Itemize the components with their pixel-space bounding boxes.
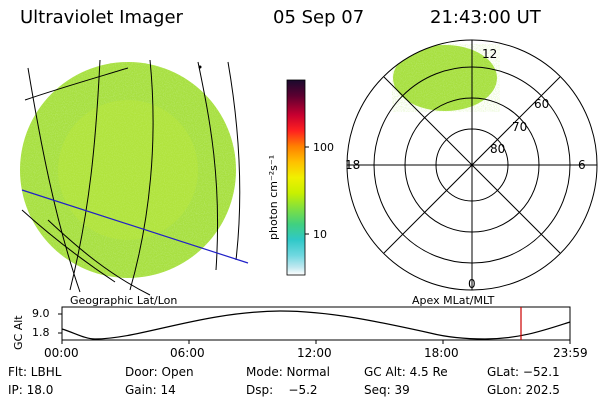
polar-dial-panel (346, 39, 598, 291)
mlat-label-70: 70 (512, 120, 528, 134)
apex-caption: Apex MLat/MLT (412, 294, 495, 307)
xtick-0600: 06:00 (170, 346, 205, 360)
terminator-line (21, 189, 249, 264)
colorbar-tick-100: 100 (313, 141, 334, 154)
status-ip: IP: 18.0 (8, 383, 54, 397)
geographic-caption: Geographic Lat/Lon (70, 294, 178, 307)
altitude-ytick-1-8: 1.8 (32, 326, 50, 339)
xtick-1800: 18:00 (424, 346, 459, 360)
date-label: 05 Sep 07 (273, 7, 365, 28)
mlat-label-80: 80 (490, 142, 506, 156)
status-glon: GLon: 202.5 (487, 383, 560, 397)
status-flt: Flt: LBHL (8, 365, 62, 379)
status-door: Door: Open (125, 365, 194, 379)
status-gain: Gain: 14 (125, 383, 176, 397)
altitude-ylabel: GC Alt (12, 315, 25, 350)
status-seq: Seq: 39 (364, 383, 410, 397)
altitude-ytick-9: 9.0 (32, 307, 50, 320)
instrument-title: Ultraviolet Imager (20, 7, 183, 28)
colorbar-gradient (286, 79, 306, 276)
geographic-grid (21, 59, 241, 296)
geographic-image-panel (20, 59, 249, 296)
mlat-label-60: 60 (534, 97, 550, 111)
status-mode: Mode: Normal (246, 365, 330, 379)
mlt-label-6: 6 (578, 158, 586, 172)
time-label: 21:43:00 UT (430, 7, 541, 28)
status-dsp: Dsp: −5.2 (246, 383, 318, 397)
mlt-label-12: 12 (482, 47, 498, 61)
status-glat: GLat: −52.1 (487, 365, 560, 379)
colorbar (286, 79, 309, 276)
xtick-2359: 23:59 (553, 346, 588, 360)
altitude-xticks (58, 313, 571, 344)
altitude-plot (58, 306, 571, 344)
colorbar-unit-label: photon cm⁻²s⁻¹ (267, 154, 280, 240)
altitude-plot-frame (61, 306, 571, 341)
mlt-label-18: 18 (345, 158, 361, 172)
colorbar-tick-10: 10 (313, 228, 327, 241)
xtick-0000: 00:00 (44, 346, 79, 360)
altitude-curve (61, 310, 571, 340)
polar-grid (346, 39, 598, 291)
mlt-label-0: 0 (468, 277, 476, 291)
xtick-1200: 12:00 (297, 346, 332, 360)
status-gc-alt: GC Alt: 4.5 Re (364, 365, 448, 379)
